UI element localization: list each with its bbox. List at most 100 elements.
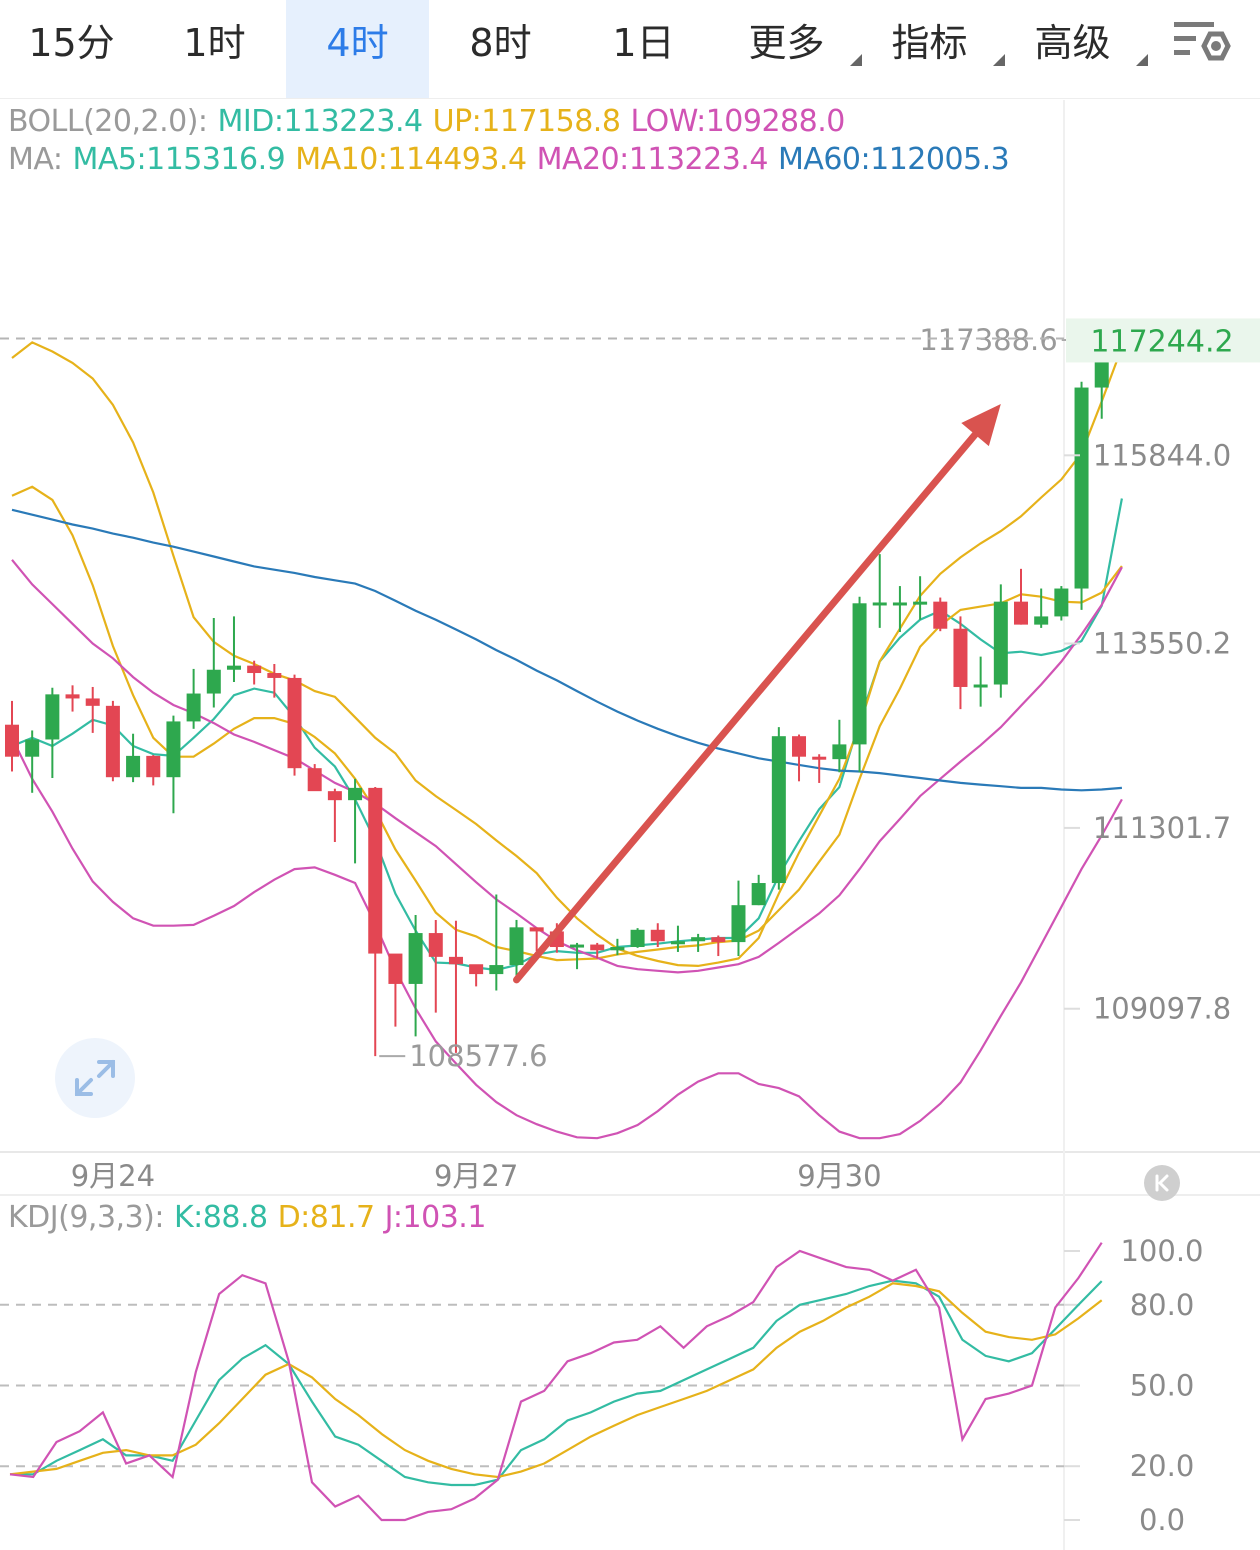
price-grid	[0, 100, 1260, 1550]
candle-body	[650, 929, 665, 942]
candle-body	[5, 724, 19, 757]
price-series	[11, 341, 1123, 1140]
series-low	[11, 737, 1123, 1140]
kdj-label: KDJ(9,3,3):	[8, 1200, 164, 1235]
timeframe-tabbar: 15分 1时 4时 8时 1日 更多 指标 高级	[0, 0, 1260, 99]
candle-body	[307, 768, 322, 792]
candle-body	[993, 601, 1008, 685]
candle-body	[469, 964, 484, 975]
tab-5[interactable]: 更多	[715, 0, 862, 98]
candle-body	[489, 965, 504, 975]
price-axis-label: 109097.8	[1093, 992, 1231, 1026]
candle-body	[166, 721, 181, 778]
candle-body	[1074, 387, 1089, 589]
candle-body	[852, 603, 867, 745]
time-axis-label: 9月27	[434, 1159, 518, 1193]
dropdown-indicator-icon	[850, 54, 862, 66]
candle-body	[45, 694, 60, 740]
candle-body	[549, 931, 564, 948]
candle-body	[872, 602, 887, 606]
annotations: 117388.6 108577.6	[379, 323, 1098, 1073]
candle-body	[792, 736, 807, 757]
candle-body	[85, 698, 100, 706]
ma60-value: MA60:112005.3	[777, 142, 1010, 177]
tab-4[interactable]: 1日	[612, 21, 675, 65]
ma10-value: MA10:114493.4	[295, 142, 527, 177]
ma-label: MA:	[8, 142, 63, 177]
candle-body	[388, 953, 403, 984]
series-ma60	[11, 508, 1122, 792]
candle-body	[933, 601, 948, 629]
expand-chart-button[interactable]	[55, 1038, 135, 1118]
series-up	[11, 341, 1123, 968]
candle-body	[1094, 348, 1109, 388]
axes: 115844.0 113550.2 111301.7 109097.8 117244.2…	[0, 318, 1260, 1193]
candle-body	[731, 905, 746, 943]
candle-body	[529, 927, 544, 932]
kdj-j-value: J:103.1	[384, 1200, 487, 1235]
ma-legend: MA: MA5:115316.9 MA10:114493.4 MA20:113223.…	[8, 142, 1019, 177]
boll-legend: BOLL(20,2.0): MID:113223.4 UP:117158.8 LOW:…	[8, 104, 855, 139]
series-ma10	[11, 485, 1123, 962]
kdj-axis-label: 20.0	[1130, 1449, 1195, 1483]
candle-body	[892, 602, 907, 606]
ma20-value: MA20:113223.4	[536, 142, 769, 177]
kdj-k-value: K:88.8	[173, 1200, 268, 1235]
candle-body	[973, 684, 988, 688]
boll-mid-value: MID:113223.4	[217, 104, 424, 139]
candle-body	[25, 739, 40, 757]
candle-body	[630, 929, 645, 948]
candle-body	[146, 755, 161, 778]
candle-body	[953, 628, 968, 687]
kdj-axis-label: 50.0	[1130, 1369, 1195, 1403]
candle-body	[711, 937, 726, 943]
candle-body	[1014, 601, 1028, 625]
tab-3[interactable]: 8时	[469, 21, 532, 65]
candle-body	[751, 883, 766, 906]
candle-body	[287, 677, 302, 769]
candle-body	[1034, 616, 1049, 625]
candle-body	[691, 937, 706, 942]
last-price-badge	[1066, 318, 1260, 363]
tab-0[interactable]: 15分	[28, 21, 115, 65]
candles	[5, 339, 1109, 1057]
chart-settings-icon[interactable]	[1170, 16, 1232, 72]
candle-body	[570, 944, 585, 948]
tab-7[interactable]: 高级	[1001, 0, 1148, 98]
candle-body	[428, 933, 443, 957]
kdj-axis-label: 0.0	[1139, 1503, 1185, 1537]
kdj-series-k	[10, 1279, 1103, 1487]
candle-body	[913, 601, 928, 605]
candle-body	[267, 673, 282, 678]
tab-1[interactable]: 1时	[183, 21, 246, 65]
candle-body	[126, 755, 141, 778]
high-marker-label: 117388.6	[919, 323, 1057, 357]
collapse-panel-button[interactable]	[1144, 1165, 1180, 1201]
kdj-d-value: D:81.7	[277, 1200, 376, 1235]
series-ma20	[11, 559, 1123, 974]
candle-body	[105, 705, 120, 778]
time-axis-label: 9月24	[71, 1159, 155, 1193]
expand-icon	[75, 1060, 115, 1096]
tab-6[interactable]: 指标	[858, 0, 1005, 98]
candle-body	[448, 956, 463, 965]
ma5-value: MA5:115316.9	[72, 142, 286, 177]
trend-arrow-shaft	[513, 431, 979, 984]
boll-label: BOLL(20,2.0):	[8, 104, 208, 139]
candle-body	[348, 787, 363, 801]
candle-body	[1054, 588, 1069, 617]
candle-body	[247, 665, 262, 674]
boll-low-value: LOW:109288.0	[630, 104, 845, 139]
dropdown-indicator-icon	[1136, 54, 1148, 66]
candle-body	[590, 944, 605, 951]
candle-body	[812, 756, 827, 760]
candle-body	[771, 736, 786, 884]
low-marker-label: 108577.6	[409, 1039, 547, 1073]
kdj-series-d	[9, 1282, 1103, 1479]
time-axis-label: 9月30	[797, 1159, 881, 1193]
kdj-series-j	[9, 1242, 1103, 1522]
candle-body	[509, 927, 524, 966]
candle-body	[186, 693, 201, 722]
tab-2[interactable]: 4时	[286, 0, 429, 98]
